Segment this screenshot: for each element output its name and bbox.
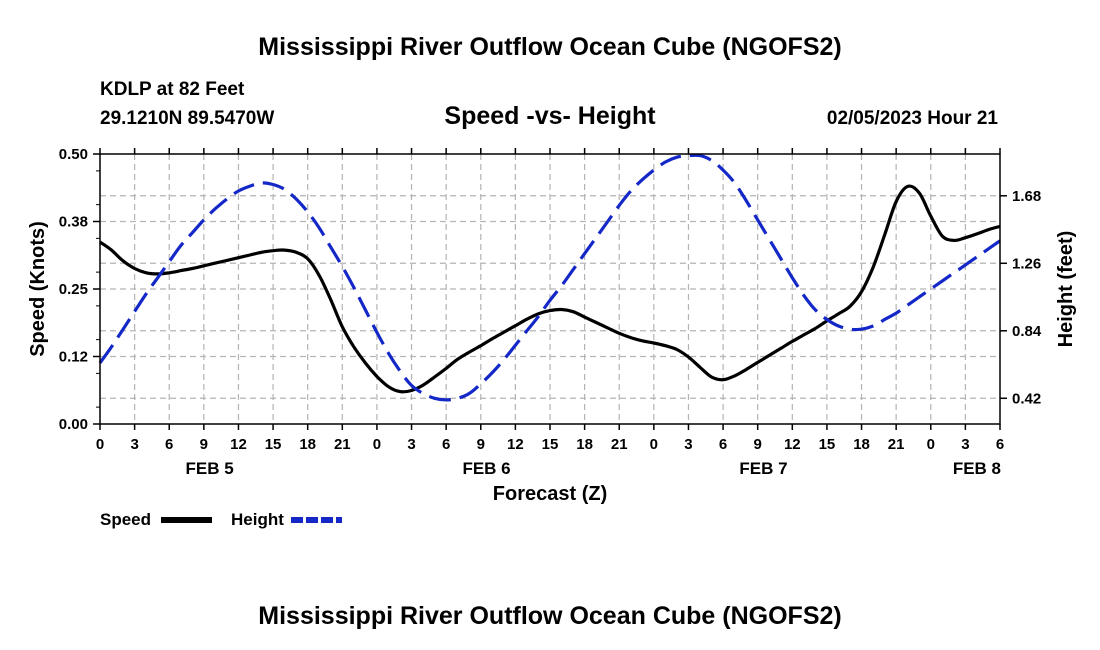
x-tick-label: 18 xyxy=(299,436,316,453)
footer-title: Mississippi River Outflow Ocean Cube (NG… xyxy=(258,602,841,630)
x-tick-label: 12 xyxy=(230,436,247,453)
x-tick-label: 3 xyxy=(407,436,415,453)
y-axis-label-right: Height (feet) xyxy=(1055,231,1077,348)
y-tick-label-left: 0.50 xyxy=(59,146,88,163)
date-label: FEB 8 xyxy=(953,459,1001,478)
x-tick-label: 9 xyxy=(477,436,485,453)
grid-lines xyxy=(100,154,1000,424)
x-tick-label: 6 xyxy=(996,436,1004,453)
x-tick-label: 6 xyxy=(442,436,450,453)
x-tick-label: 3 xyxy=(130,436,138,453)
y-tick-label-right: 0.84 xyxy=(1012,323,1042,340)
x-tick-label: 0 xyxy=(96,436,104,453)
legend-label-speed: Speed xyxy=(100,510,151,529)
x-tick-label: 3 xyxy=(684,436,692,453)
date-label: FEB 7 xyxy=(739,459,787,478)
x-tick-label: 18 xyxy=(576,436,593,453)
axes: 0 3 6 9 12 15 18 21 0 3 6 9 12 15 18 21 0 3 6 9 12 15 18 21 0 3 6F… xyxy=(59,146,1042,478)
y-tick-label-right: 1.26 xyxy=(1012,255,1041,272)
y-tick-label-left: 0.00 xyxy=(59,416,88,433)
x-axis-label: Forecast (Z) xyxy=(493,483,607,505)
station-coordinates: 29.1210N 89.5470W xyxy=(100,108,274,129)
x-tick-label: 21 xyxy=(334,436,351,453)
x-tick-label: 21 xyxy=(888,436,905,453)
y-axis-label-left: Speed (Knots) xyxy=(27,221,49,357)
x-tick-label: 12 xyxy=(507,436,524,453)
x-tick-label: 9 xyxy=(754,436,762,453)
x-tick-label: 9 xyxy=(200,436,208,453)
data-series xyxy=(98,153,1001,402)
x-tick-label: 0 xyxy=(650,436,658,453)
x-tick-label: 18 xyxy=(853,436,870,453)
legend: Speed Height xyxy=(100,510,342,529)
x-tick-label: 0 xyxy=(927,436,935,453)
x-tick-label: 12 xyxy=(784,436,801,453)
x-tick-label: 15 xyxy=(819,436,836,453)
y-tick-label-left: 0.25 xyxy=(59,281,88,298)
series-line-speed xyxy=(99,184,1001,394)
y-tick-label-right: 0.42 xyxy=(1012,390,1041,407)
chart-title: Mississippi River Outflow Ocean Cube (NG… xyxy=(258,33,841,61)
date-label: FEB 6 xyxy=(462,459,510,478)
chart-subtitle: Speed -vs- Height xyxy=(444,102,656,130)
x-tick-label: 0 xyxy=(373,436,381,453)
x-tick-label: 6 xyxy=(719,436,727,453)
series-line-height xyxy=(98,153,1001,402)
x-tick-label: 3 xyxy=(961,436,969,453)
date-label: FEB 5 xyxy=(186,459,234,478)
x-tick-label: 6 xyxy=(165,436,173,453)
x-tick-label: 21 xyxy=(611,436,628,453)
x-tick-label: 15 xyxy=(542,436,559,453)
station-label: KDLP at 82 Feet xyxy=(100,79,245,100)
x-tick-label: 15 xyxy=(265,436,282,453)
forecast-timestamp: 02/05/2023 Hour 21 xyxy=(827,108,999,129)
legend-label-height: Height xyxy=(231,510,284,529)
y-tick-label-left: 0.38 xyxy=(59,214,88,231)
y-tick-label-left: 0.12 xyxy=(59,349,88,366)
y-tick-label-right: 1.68 xyxy=(1012,188,1041,205)
